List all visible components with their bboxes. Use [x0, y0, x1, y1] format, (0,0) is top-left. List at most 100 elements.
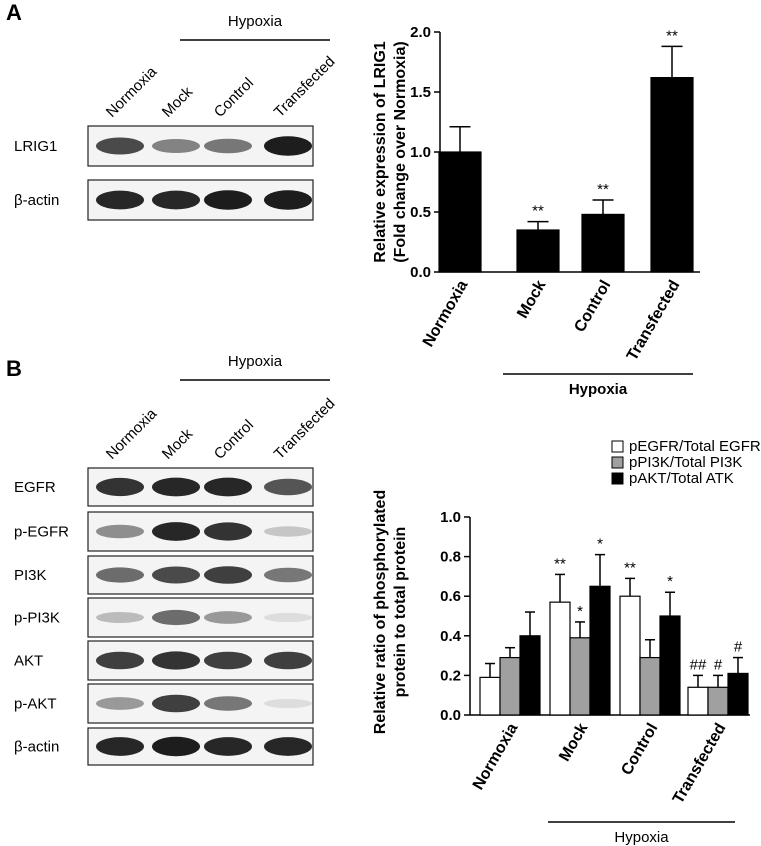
- band: [152, 651, 200, 670]
- x-tick-label: Transfected: [624, 278, 684, 364]
- legend-label: pAKT/Total ATK: [629, 470, 734, 487]
- bar: [438, 151, 482, 273]
- lane-label: Transfected: [271, 53, 339, 121]
- band: [204, 566, 252, 584]
- band: [264, 526, 312, 537]
- band: [152, 566, 200, 584]
- row-label: EGFR: [14, 479, 56, 496]
- band: [264, 612, 312, 623]
- significance: **: [624, 559, 636, 576]
- band: [204, 611, 252, 624]
- bar: [589, 585, 611, 716]
- y-tick-label: 2.0: [410, 24, 431, 41]
- y-axis-label: Relative expression of LRIG1: [372, 41, 389, 263]
- x-tick-label: Transfected: [670, 721, 730, 807]
- row-label: LRIG1: [14, 138, 57, 155]
- band: [152, 477, 200, 497]
- band: [204, 138, 252, 154]
- bar: [519, 635, 541, 716]
- bar: [659, 615, 681, 716]
- y-tick-label: 0.6: [440, 588, 461, 605]
- band: [264, 190, 312, 210]
- row-label: PI3K: [14, 567, 47, 584]
- significance: *: [667, 573, 673, 590]
- bar: [549, 601, 571, 716]
- x-tick-label: Control: [571, 278, 614, 336]
- y-axis-label: Relative ratio of phosphorylated: [372, 490, 389, 734]
- band: [152, 139, 200, 153]
- x-tick-label: Mock: [514, 277, 549, 321]
- lane-label: Mock: [159, 83, 197, 121]
- band: [152, 522, 200, 541]
- legend-label: pEGFR/Total EGFR: [629, 438, 761, 455]
- row-label: p-PI3K: [14, 610, 60, 627]
- band: [204, 522, 252, 541]
- significance: **: [554, 555, 566, 572]
- panel-label: B: [6, 356, 22, 381]
- significance: *: [597, 536, 603, 553]
- lane-label: Normoxia: [103, 63, 161, 121]
- band: [264, 567, 312, 583]
- bar: [707, 686, 729, 716]
- significance: #: [734, 639, 743, 656]
- group-label: Hypoxia: [614, 829, 669, 846]
- band: [152, 694, 200, 713]
- band: [204, 477, 252, 497]
- band: [96, 697, 144, 710]
- bar: [499, 656, 521, 716]
- lane-label: Transfected: [271, 395, 339, 463]
- band: [96, 137, 144, 155]
- y-tick-label: 0.0: [410, 264, 431, 281]
- legend-label: pPI3K/Total PI3K: [629, 454, 742, 471]
- band: [204, 190, 252, 210]
- band: [96, 567, 144, 583]
- band: [264, 698, 312, 709]
- significance: **: [597, 181, 609, 198]
- y-tick-label: 0.8: [440, 549, 461, 566]
- lane-label: Control: [211, 75, 257, 121]
- y-tick-label: 0.4: [440, 628, 462, 645]
- blot-box: [87, 597, 314, 638]
- legend-swatch: [611, 472, 624, 485]
- bar: [727, 672, 749, 716]
- bar: [639, 656, 661, 716]
- band: [204, 651, 252, 670]
- x-tick-label: Control: [618, 721, 661, 779]
- band: [264, 478, 312, 496]
- bar: [650, 76, 694, 273]
- band: [96, 190, 144, 210]
- significance: **: [532, 203, 544, 220]
- band: [96, 612, 144, 623]
- band: [152, 609, 200, 626]
- row-label: p-EGFR: [14, 524, 69, 541]
- band: [96, 477, 144, 497]
- band: [96, 737, 144, 756]
- group-label: Hypoxia: [228, 353, 283, 370]
- x-tick-label: Normoxia: [420, 277, 472, 349]
- bar: [479, 676, 501, 716]
- band: [264, 737, 312, 756]
- y-axis-label: (Fold change over Normoxia): [392, 41, 409, 262]
- band: [96, 651, 144, 670]
- y-tick-label: 1.0: [440, 509, 461, 526]
- group-label: Hypoxia: [569, 381, 628, 398]
- blot-box: [87, 683, 314, 724]
- y-tick-label: 1.0: [410, 144, 431, 161]
- blot-box: [87, 511, 314, 552]
- y-tick-label: 1.5: [410, 84, 431, 101]
- row-label: β-actin: [14, 739, 59, 756]
- bar: [619, 595, 641, 716]
- group-label: Hypoxia: [228, 13, 283, 30]
- y-axis-label: protein to total protein: [392, 527, 409, 698]
- band: [264, 136, 312, 156]
- significance: *: [577, 603, 583, 620]
- y-tick-label: 0.5: [410, 204, 431, 221]
- lane-label: Mock: [159, 425, 197, 463]
- band: [152, 190, 200, 210]
- x-tick-label: Normoxia: [470, 720, 522, 792]
- band: [264, 651, 312, 670]
- legend-swatch: [611, 440, 624, 453]
- band: [204, 696, 252, 711]
- row-label: p-AKT: [14, 696, 57, 713]
